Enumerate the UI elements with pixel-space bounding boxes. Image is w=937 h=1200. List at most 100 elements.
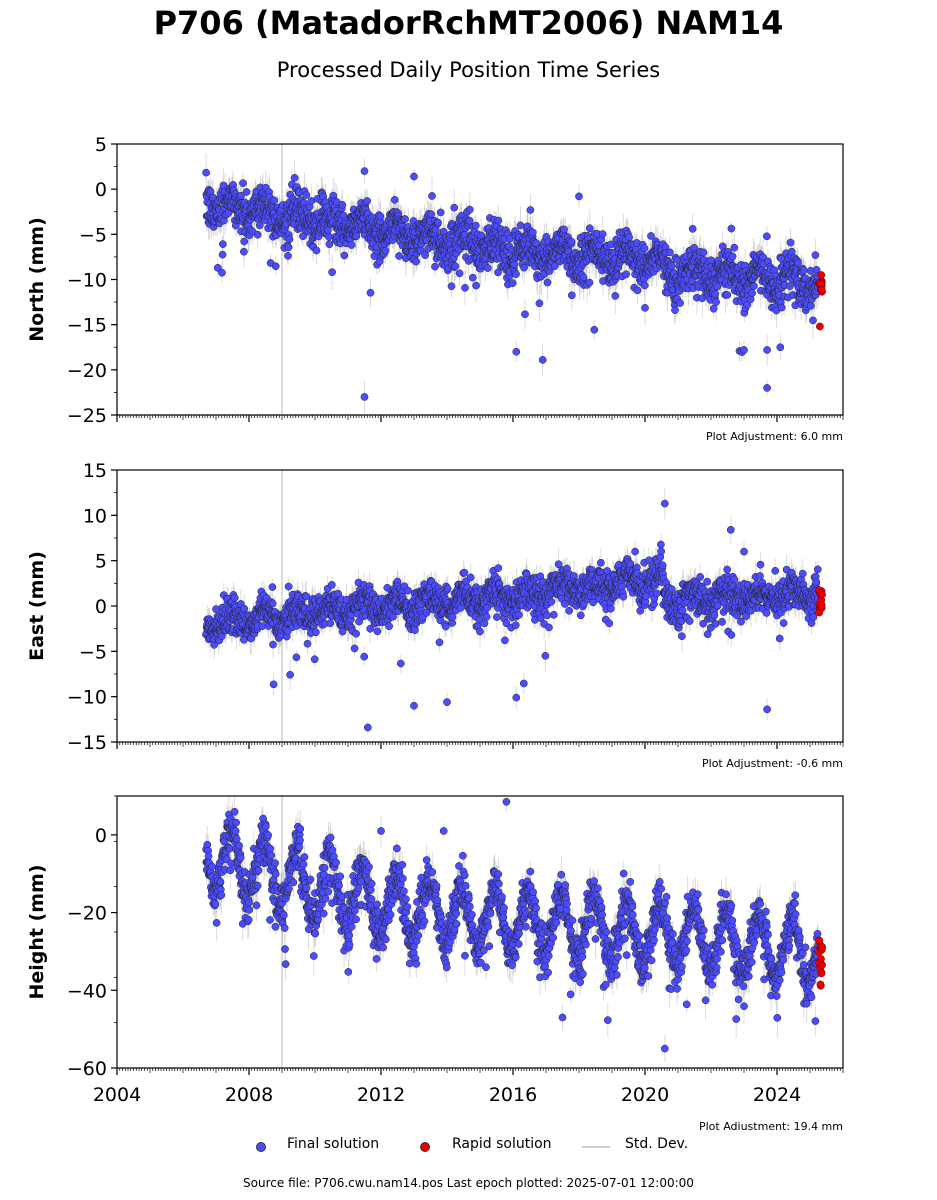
final-solution-point [521, 310, 529, 319]
final-solution-point [750, 282, 758, 290]
final-solution-point [239, 179, 247, 187]
final-solution-point [640, 244, 649, 253]
final-solution-point [328, 268, 336, 277]
final-solution-point [667, 262, 676, 270]
final-solution-point [516, 221, 525, 230]
plot-adjustment-note: Plot Adjustment: 6.0 mm [706, 430, 843, 443]
final-solution-point [647, 232, 655, 240]
rapid-solution-points [815, 271, 826, 331]
final-solution-point [510, 260, 519, 269]
final-solution-point [713, 282, 722, 291]
final-solution-point [512, 270, 520, 278]
final-solution-point [763, 384, 771, 392]
final-solution-point [412, 257, 420, 266]
final-solution-point [512, 347, 521, 356]
final-solution-point [302, 191, 311, 199]
final-solution-point [598, 230, 607, 238]
final-solution-point [255, 221, 264, 230]
final-solution-point [535, 299, 544, 308]
final-solution-point [431, 262, 439, 271]
panel-1: 5 0 −5 −10 −15 −20 −25 North (mm) Plot Adjustmen… [26, 134, 844, 443]
final-solution-point [807, 301, 815, 310]
final-solution-point [202, 168, 210, 177]
final-solution-point [567, 291, 576, 300]
final-solution-point [447, 282, 456, 291]
final-solution-point [712, 298, 720, 306]
final-solution-point [421, 251, 429, 260]
final-solution-point [338, 200, 347, 209]
final-solution-points [202, 167, 822, 401]
y-tick-label: −25 [67, 405, 107, 427]
final-solution-point [567, 237, 576, 246]
final-solution-point [763, 346, 771, 354]
rapid-solution-point [816, 322, 824, 331]
final-solution-point [465, 216, 474, 225]
final-solution-point [640, 281, 649, 290]
final-solution-point [494, 216, 503, 225]
final-solution-point [622, 270, 630, 279]
final-solution-point [709, 304, 718, 313]
final-solution-point [381, 246, 390, 255]
plot-area [202, 144, 826, 415]
final-solution-point [436, 208, 445, 217]
y-tick-label: 5 [95, 134, 107, 156]
final-solution-point [352, 232, 361, 240]
final-solution-point [439, 227, 448, 236]
final-solution-point [585, 224, 594, 233]
final-solution-point [526, 206, 535, 214]
final-solution-point [538, 356, 547, 364]
final-solution-point [711, 290, 720, 298]
final-solution-point [762, 232, 771, 241]
final-solution-point [666, 248, 674, 257]
final-solution-point [730, 243, 739, 252]
final-solution-point [799, 266, 808, 275]
y-tick-label: −20 [67, 360, 107, 382]
final-solution-point [811, 251, 820, 259]
final-solution-point [676, 299, 684, 307]
final-solution-point [324, 232, 333, 241]
final-solution-point [508, 279, 517, 287]
final-solution-point [625, 233, 633, 242]
final-solution-point [242, 188, 251, 196]
final-solution-point [455, 269, 464, 278]
final-solution-point [218, 268, 226, 277]
final-solution-point [240, 247, 248, 256]
time-series-chart: 5 0 −5 −10 −15 −20 −25 North (mm) Plot Adjustmen… [26, 134, 844, 1130]
final-solution-point [543, 278, 552, 287]
final-solution-point [312, 246, 321, 255]
final-solution-point [699, 248, 708, 257]
final-solution-point [727, 224, 736, 233]
final-solution-point [483, 264, 492, 272]
final-solution-point [428, 192, 436, 200]
final-solution-point [284, 252, 292, 260]
final-solution-point [776, 343, 785, 352]
final-solution-point [465, 205, 474, 214]
final-solution-point [786, 282, 794, 290]
y-tick-label: 0 [95, 179, 107, 201]
final-solution-point [347, 241, 356, 249]
final-solution-point [786, 238, 795, 247]
final-solution-point [434, 218, 442, 227]
final-solution-point [285, 235, 294, 244]
final-solution-point [641, 304, 649, 312]
final-solution-point [579, 273, 588, 282]
final-solution-point [748, 289, 756, 298]
final-solution-point [611, 292, 620, 300]
final-solution-point [376, 212, 385, 221]
final-solution-point [472, 281, 480, 290]
final-solution-point [271, 262, 280, 271]
final-solution-point [450, 203, 459, 212]
y-tick-label: −10 [67, 270, 107, 292]
page-title: P706 (MatadorRchMT2006) NAM14 [153, 4, 784, 42]
final-solution-point [560, 225, 568, 234]
final-solution-point [728, 252, 737, 261]
final-solution-point [520, 263, 528, 272]
final-solution-point [213, 263, 222, 272]
final-solution-point [340, 251, 349, 260]
final-solution-point [688, 224, 697, 233]
final-solution-point [794, 258, 802, 267]
final-solution-point [290, 174, 299, 182]
final-solution-point [363, 197, 372, 205]
final-solution-point [585, 278, 594, 287]
